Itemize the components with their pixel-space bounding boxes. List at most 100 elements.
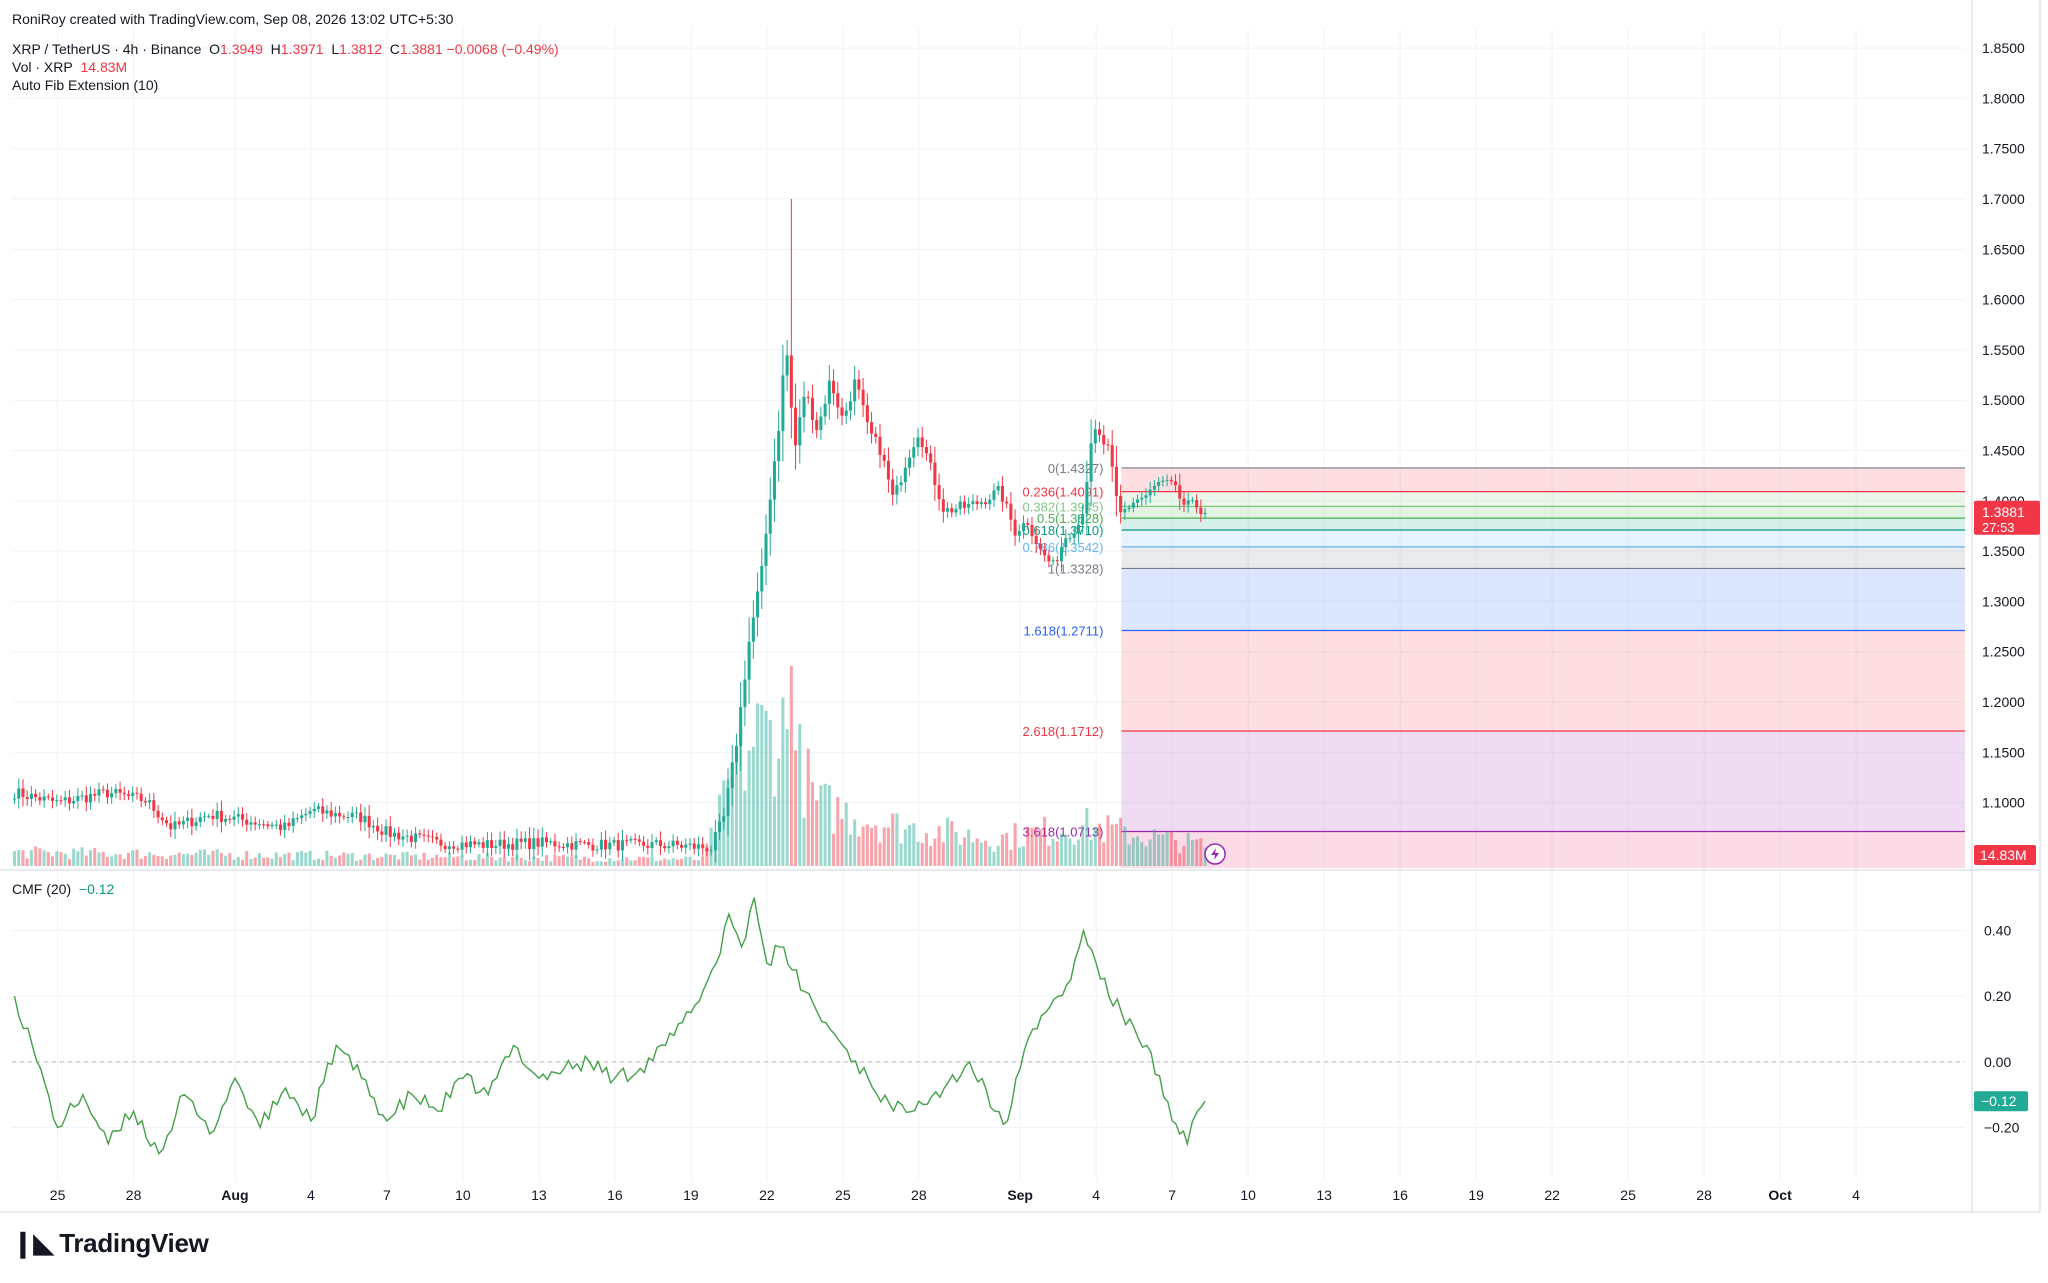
volume-bar (582, 856, 586, 866)
volume-bar (1047, 845, 1051, 866)
candle-body (920, 437, 924, 448)
candle-body (51, 797, 55, 801)
volume-bar (705, 846, 709, 866)
volume-bar (515, 854, 519, 866)
volume-bar (1106, 815, 1110, 866)
volume-bar (164, 858, 169, 866)
ohlc-open-label: O (209, 41, 221, 57)
candle-body (1081, 513, 1085, 525)
candle-body (865, 405, 869, 423)
candle-body (1152, 485, 1156, 490)
symbol-name[interactable]: XRP / TetherUS · 4h · Binance (12, 41, 202, 57)
volume-bar (511, 857, 515, 866)
volume-legend[interactable]: Vol · XRP 14.83M (12, 59, 127, 75)
time-tick-label: 4 (1852, 1187, 1860, 1203)
candle-body (430, 836, 435, 838)
candle-body (1026, 523, 1030, 525)
volume-bar (591, 861, 595, 866)
candle-body (962, 501, 966, 508)
cmf-legend[interactable]: CMF (20) −0.12 (12, 881, 114, 897)
candle-body (701, 844, 705, 849)
candle-body (194, 822, 198, 827)
volume-bar (612, 861, 616, 866)
candle-body (760, 565, 764, 592)
volume-bar (460, 855, 464, 866)
volume-bar (359, 859, 363, 866)
candle-body (870, 422, 874, 434)
candle-body (173, 821, 177, 830)
candle-body (789, 355, 793, 408)
volume-bar (494, 860, 498, 866)
candle-body (924, 447, 928, 454)
fib-legend[interactable]: Auto Fib Extension (10) (12, 77, 159, 93)
time-tick-label: 22 (1544, 1187, 1560, 1203)
volume-bar (865, 824, 869, 866)
volume-bar (329, 855, 333, 866)
volume-bar (1055, 841, 1059, 866)
volume-bar (587, 858, 591, 866)
volume-bar (1034, 826, 1038, 866)
candle-body (946, 508, 950, 512)
candle-body (110, 793, 114, 798)
candle-body (202, 816, 207, 818)
volume-bar (13, 851, 17, 866)
candle-body (1017, 531, 1021, 536)
time-tick-label: 25 (1620, 1187, 1636, 1203)
candle-body (832, 380, 836, 394)
volume-bar (924, 833, 928, 866)
candle-body (1085, 481, 1089, 514)
volume-bar (1098, 823, 1102, 866)
volume-bar (836, 797, 840, 866)
tradingview-brand[interactable]: ❙◣ TradingView (12, 1228, 209, 1259)
candle-body (148, 800, 152, 803)
ohlc-high-label: H (270, 41, 281, 57)
volume-bar (608, 858, 612, 866)
volume-bar (819, 785, 823, 866)
candle-body (823, 403, 827, 417)
price-tick-label: 1.8500 (1982, 40, 2025, 56)
volume-bar (384, 853, 388, 866)
volume-bar (414, 854, 418, 866)
volume-bar (536, 858, 540, 866)
volume-bar (832, 833, 836, 866)
volume-bar (886, 827, 890, 866)
candle-body (971, 501, 975, 504)
volume-bar (198, 849, 202, 866)
volume-bar (794, 750, 798, 866)
volume-bar (633, 860, 637, 866)
fib-zone (1121, 630, 1965, 731)
volume-bar (135, 849, 139, 866)
volume-bar (211, 850, 215, 866)
volume-bar (1148, 839, 1152, 866)
candle-body (464, 842, 468, 848)
volume-bar (848, 834, 852, 866)
candle-body (1009, 503, 1013, 520)
candle-body (916, 437, 920, 448)
volume-bar (262, 857, 266, 866)
time-tick-label: 19 (1468, 1187, 1484, 1203)
volume-bar (620, 859, 624, 866)
volume-bar (1165, 831, 1169, 866)
volume-bar (215, 849, 219, 866)
candle-body (186, 817, 190, 821)
candle-body (418, 833, 422, 835)
tradingview-logo-icon: ❙◣ (12, 1228, 54, 1258)
candle-body (1030, 524, 1034, 537)
volume-bar (916, 841, 920, 866)
time-tick-label: Aug (221, 1187, 248, 1203)
last-price-badge (1974, 500, 2040, 535)
volume-bar (1144, 846, 1148, 866)
candle-body (262, 824, 266, 826)
price-tick-label: 1.4500 (1982, 443, 2025, 459)
candle-body (29, 793, 33, 800)
candle-body (295, 818, 299, 820)
volume-bar (304, 852, 308, 866)
candle-body (460, 842, 464, 850)
volume-bar (380, 857, 384, 866)
volume-bar (688, 856, 692, 866)
volume-bar (827, 785, 831, 866)
volume-bar (870, 827, 874, 866)
candle-body (414, 833, 418, 843)
